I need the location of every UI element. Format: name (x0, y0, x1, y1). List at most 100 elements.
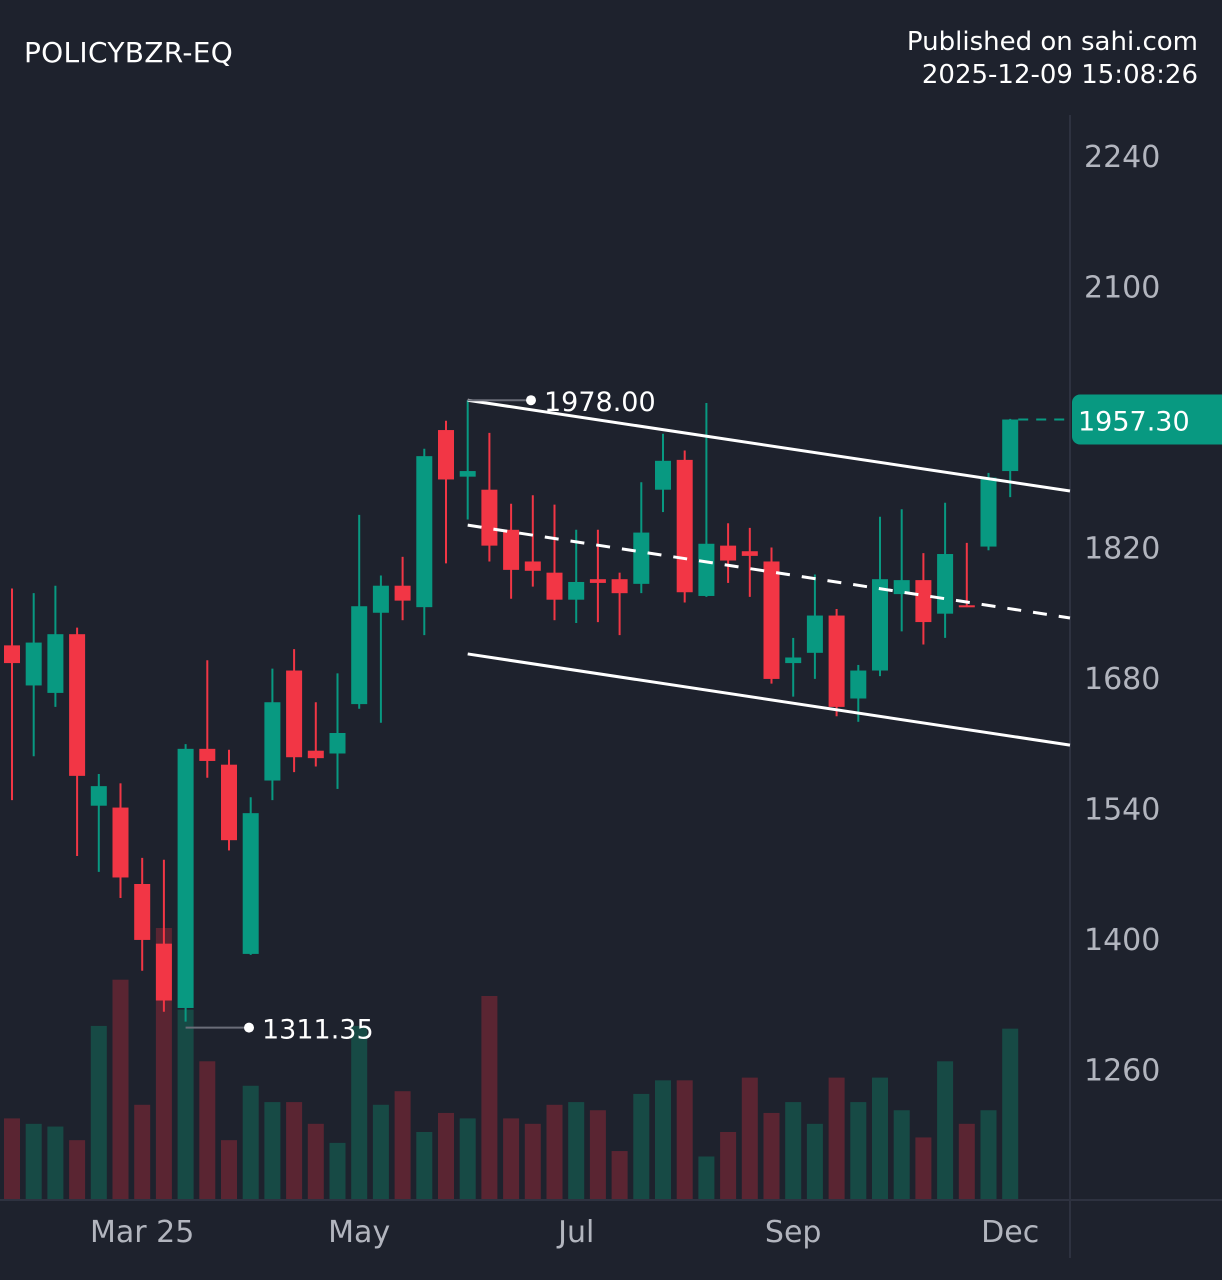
x-tick-label: Sep (765, 1215, 822, 1250)
x-tick-label: Dec (981, 1215, 1039, 1250)
volume-bar (893, 1110, 910, 1200)
candle-body (893, 580, 910, 595)
volume-bar (937, 1061, 954, 1200)
candle-body (199, 748, 216, 761)
candle-body (741, 551, 758, 556)
candle-body (568, 581, 585, 600)
channel-upper-line (467, 398, 1071, 493)
x-tick-label: May (328, 1215, 390, 1250)
x-axis-ticks: Mar 25 May Jul Sep Dec (90, 1215, 1039, 1250)
y-tick-label: 2240 (1084, 140, 1160, 175)
candle-body (806, 615, 823, 653)
volume-bar (438, 1112, 454, 1200)
volume-bar (633, 1093, 650, 1200)
volume-bar (134, 1104, 151, 1200)
candle-body (329, 732, 346, 754)
volume-bar (698, 1156, 715, 1200)
candle-body (937, 554, 954, 614)
candle-body (633, 532, 650, 584)
candle-body (611, 579, 628, 594)
candle-body (286, 670, 303, 758)
volume-bar (286, 1102, 303, 1200)
y-tick-label: 1820 (1084, 531, 1160, 566)
candle-body (438, 430, 454, 480)
candle-body (134, 884, 151, 940)
volume-bars (4, 928, 1019, 1200)
channel-middle-line (467, 523, 1071, 620)
volume-bar (958, 1123, 975, 1200)
volume-bar (503, 1118, 520, 1200)
low-price-label: 1311.35 (262, 1015, 374, 1046)
y-tick-label: 1260 (1084, 1053, 1160, 1088)
y-tick-label: 1400 (1084, 923, 1160, 958)
candle-body (915, 580, 932, 623)
candle-body (25, 642, 42, 686)
candle-body (481, 489, 498, 546)
volume-bar (481, 996, 498, 1200)
volume-bar (90, 1025, 107, 1200)
volume-bar (828, 1077, 845, 1200)
candle-body (459, 471, 476, 477)
volume-bar (568, 1102, 585, 1200)
candle-body (655, 460, 671, 490)
volume-bar (416, 1132, 433, 1200)
last-price-label: 1957.30 (1078, 407, 1190, 438)
candle-body (676, 459, 693, 593)
volume-bar (177, 1009, 194, 1200)
volume-bar (264, 1102, 281, 1200)
chart-title: POLICYBZR-EQ (24, 36, 234, 69)
candle-body (372, 585, 389, 613)
volume-bar (763, 1112, 780, 1200)
axes (0, 115, 1222, 1258)
volume-bar (25, 1123, 42, 1200)
volume-bar (1002, 1028, 1019, 1200)
candle-body (416, 456, 433, 608)
x-tick-label: Jul (556, 1215, 594, 1250)
y-axis-ticks: 2240 2100 1820 1680 1540 1400 1260 (1084, 140, 1160, 1088)
candle-body (177, 748, 194, 1008)
candle-body (720, 545, 737, 561)
volume-bar (372, 1104, 389, 1200)
y-tick-label: 2100 (1084, 270, 1160, 305)
candle-body (69, 634, 86, 776)
candle-body (264, 702, 281, 781)
candle-body (503, 529, 520, 570)
high-marker-dot (526, 395, 536, 406)
candle-body (828, 615, 845, 707)
candle-body (4, 645, 20, 664)
candle-body (763, 561, 780, 679)
last-price-tag (1072, 394, 1222, 445)
candle-body (546, 572, 563, 600)
volume-bar (459, 1118, 476, 1200)
volume-bar (329, 1142, 346, 1200)
candle-body (698, 543, 715, 596)
candle-body (112, 807, 129, 878)
volume-bar (69, 1140, 86, 1200)
volume-bar (611, 1151, 628, 1200)
publish-timestamp: 2025-12-09 15:08:26 (921, 60, 1198, 90)
candle-body (394, 585, 411, 601)
low-marker-dot (244, 1022, 254, 1033)
candle-body (524, 561, 541, 571)
volume-bar (307, 1123, 324, 1200)
candle-body (307, 750, 324, 759)
volume-bar (806, 1123, 823, 1200)
candle-body (589, 579, 606, 583)
candle-body (90, 786, 107, 806)
x-tick-label: Mar 25 (90, 1215, 194, 1250)
volume-bar (915, 1137, 932, 1200)
candle-body (242, 813, 259, 954)
annotations: 1978.00 1311.35 1957.30 (185, 387, 1222, 1046)
volume-bar (850, 1102, 867, 1200)
volume-bar (4, 1118, 20, 1200)
trend-channel (467, 398, 1071, 747)
candles (4, 400, 1019, 1022)
candle-body (850, 670, 867, 699)
publish-info: Published on sahi.com 2025-12-09 15:08:2… (907, 26, 1198, 92)
volume-bar (872, 1077, 888, 1200)
candle-body (958, 605, 975, 608)
volume-bar (676, 1080, 693, 1200)
candle-body (351, 606, 368, 705)
volume-bar (589, 1110, 606, 1200)
